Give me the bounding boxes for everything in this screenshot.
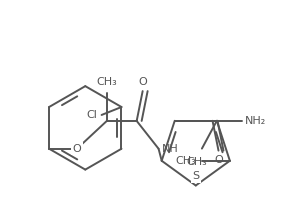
Text: O: O xyxy=(73,144,81,154)
Text: CH₃: CH₃ xyxy=(175,156,196,166)
Text: NH₂: NH₂ xyxy=(245,116,267,126)
Text: O: O xyxy=(214,155,223,165)
Text: S: S xyxy=(192,171,199,181)
Text: O: O xyxy=(138,77,147,87)
Text: CH₃: CH₃ xyxy=(186,157,207,167)
Text: Cl: Cl xyxy=(86,110,97,120)
Text: NH: NH xyxy=(162,144,178,154)
Text: CH₃: CH₃ xyxy=(96,77,117,87)
